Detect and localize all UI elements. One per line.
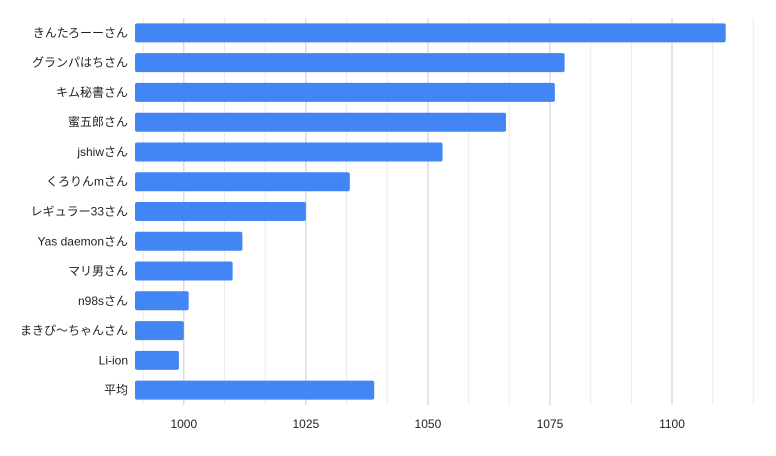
category-label: jshiwさん [76,145,128,159]
category-label: マリ男さん [68,264,128,278]
category-label: キム秘書さん [56,85,128,99]
bar [135,202,306,221]
x-tick-label: 1000 [170,417,197,431]
bar [135,231,243,251]
bars [135,23,726,400]
bar [135,321,184,341]
bar [135,291,189,311]
bar [135,82,555,102]
bar [135,172,350,192]
bar [135,261,233,281]
bar [135,23,726,43]
bar [135,142,443,162]
category-label: n98sさん [78,294,128,308]
category-label: Li-ion [99,353,128,367]
x-tick-label: 1100 [659,417,685,431]
bar [135,112,507,132]
bar [135,350,179,370]
category-label: 平均 [104,383,128,397]
x-tick-labels: 1000 1025 1050 1075 1100 [170,417,685,431]
x-tick-label: 1075 [537,417,564,431]
category-label: きんたろーーさん [33,26,128,40]
category-label: まきぴ〜ちゃんさん [20,324,128,338]
bar [135,380,375,400]
bar [135,53,565,73]
category-label: 蜜五郎さん [68,114,128,129]
category-label: グランパはちさん [32,56,128,70]
x-tick-label: 1025 [293,417,320,431]
category-label: Yas daemonさん [38,234,129,248]
x-tick-label: 1050 [415,417,442,431]
category-label: くろりんmさん [46,175,128,189]
category-label: レギュラー33さん [31,205,128,219]
